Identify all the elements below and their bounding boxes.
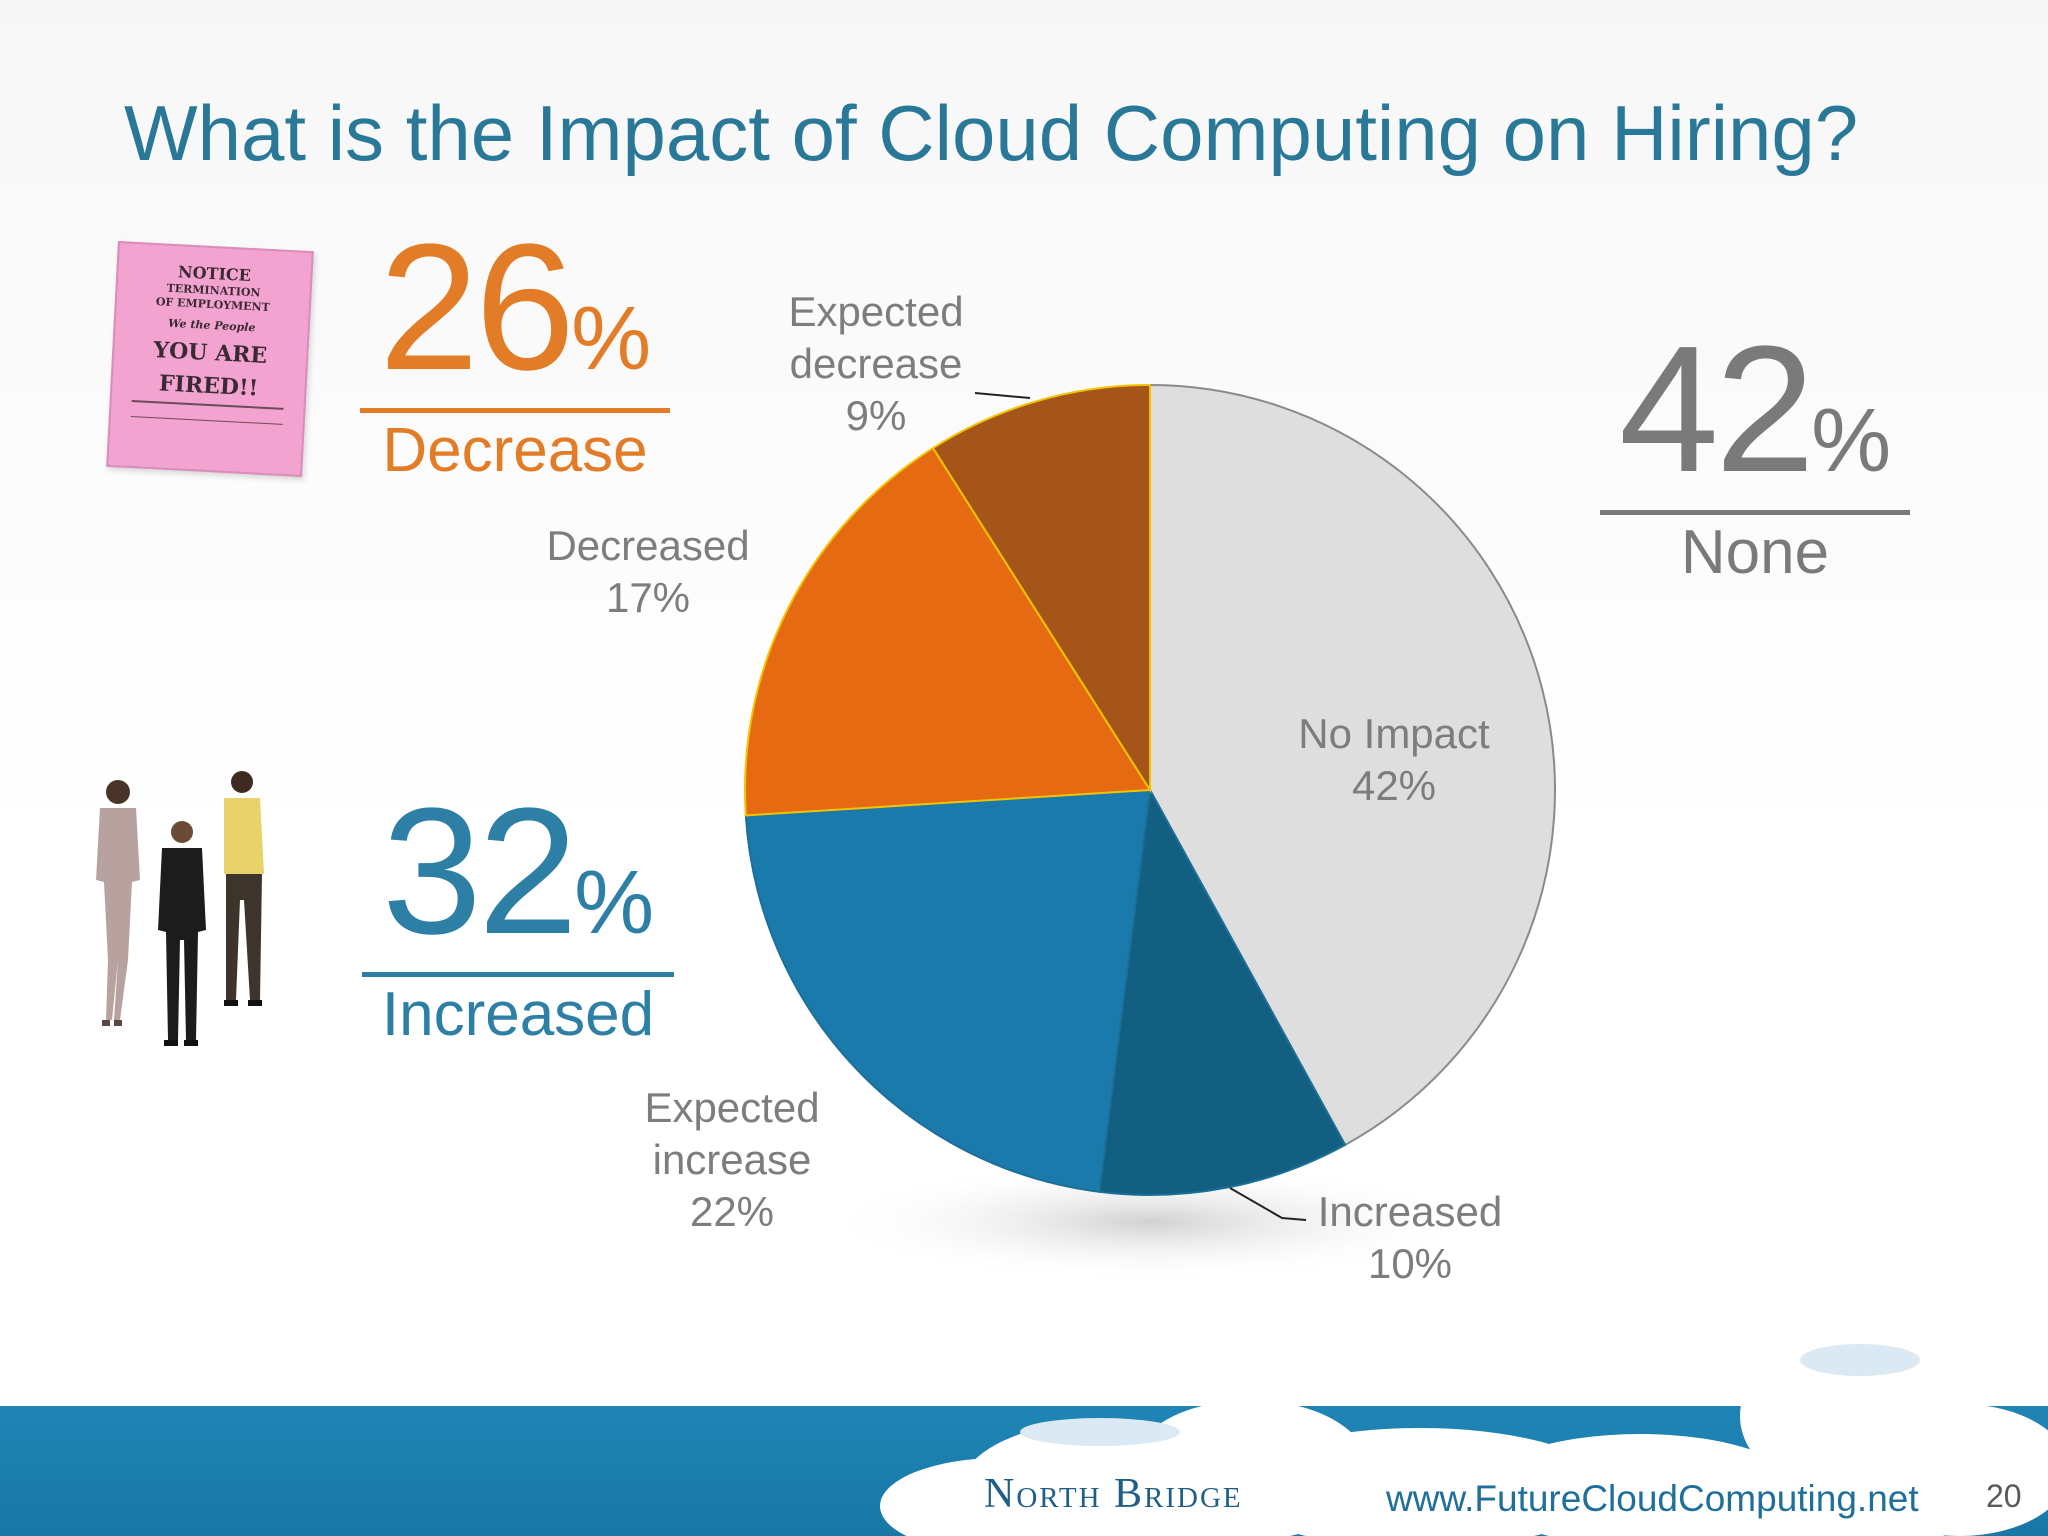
pie-label-increased: Increased 10%	[1318, 1188, 1502, 1287]
pie-label-no-impact: No Impact 42%	[1298, 710, 1490, 809]
increased-stat-percent: %	[574, 853, 655, 953]
decrease-stat-rule	[360, 408, 670, 413]
north-bridge-logo: North Bridge	[984, 1471, 1243, 1517]
decrease-stat-percent: %	[571, 289, 652, 389]
pie-leader-line-increased	[1229, 1187, 1307, 1221]
decrease-stat-number: 26	[378, 207, 575, 408]
increased-stat: 32% Increased	[362, 782, 674, 1049]
person-man-black	[158, 821, 206, 1046]
none-stat: 42% None	[1600, 320, 1910, 587]
pie-slice-decreased	[744, 446, 1152, 817]
none-stat-label: None	[1680, 518, 1830, 587]
footer-url[interactable]: www.FutureCloudComputing.net	[1386, 1478, 1919, 1519]
none-stat-percent: %	[1811, 391, 1892, 491]
none-stat-rule	[1600, 510, 1910, 515]
increased-stat-number: 32	[381, 771, 578, 972]
pie-leader-line-expected-decrease	[974, 392, 1031, 399]
page-number: 20	[1986, 1478, 2022, 1514]
pie-slice-expected-decrease	[931, 383, 1151, 794]
none-stat-number: 42	[1618, 309, 1815, 510]
clouds-decoration	[880, 1336, 2048, 1536]
increased-stat-rule	[362, 972, 674, 977]
increased-stat-label: Increased	[381, 980, 655, 1049]
pie-shadow	[820, 1162, 1480, 1282]
page-title: What is the Impact of Cloud Computing on…	[124, 89, 1859, 177]
pie-label-decreased: Decreased 17%	[546, 522, 749, 621]
pie-slice-increased	[1098, 786, 1347, 1196]
person-man-yellow	[224, 771, 264, 1006]
decrease-stat-label: Decrease	[382, 416, 648, 485]
person-woman	[96, 780, 140, 1026]
pie-slice-no-impact	[1149, 383, 1556, 1147]
pie-label-expected-decrease: Expected decrease 9%	[788, 288, 963, 439]
pie-slice-expected-increase	[744, 788, 1152, 1193]
pie-label-expected-increase: Expected increase 22%	[644, 1084, 819, 1235]
business-people-image	[96, 771, 264, 1046]
decrease-stat: 26% Decrease	[360, 218, 670, 485]
